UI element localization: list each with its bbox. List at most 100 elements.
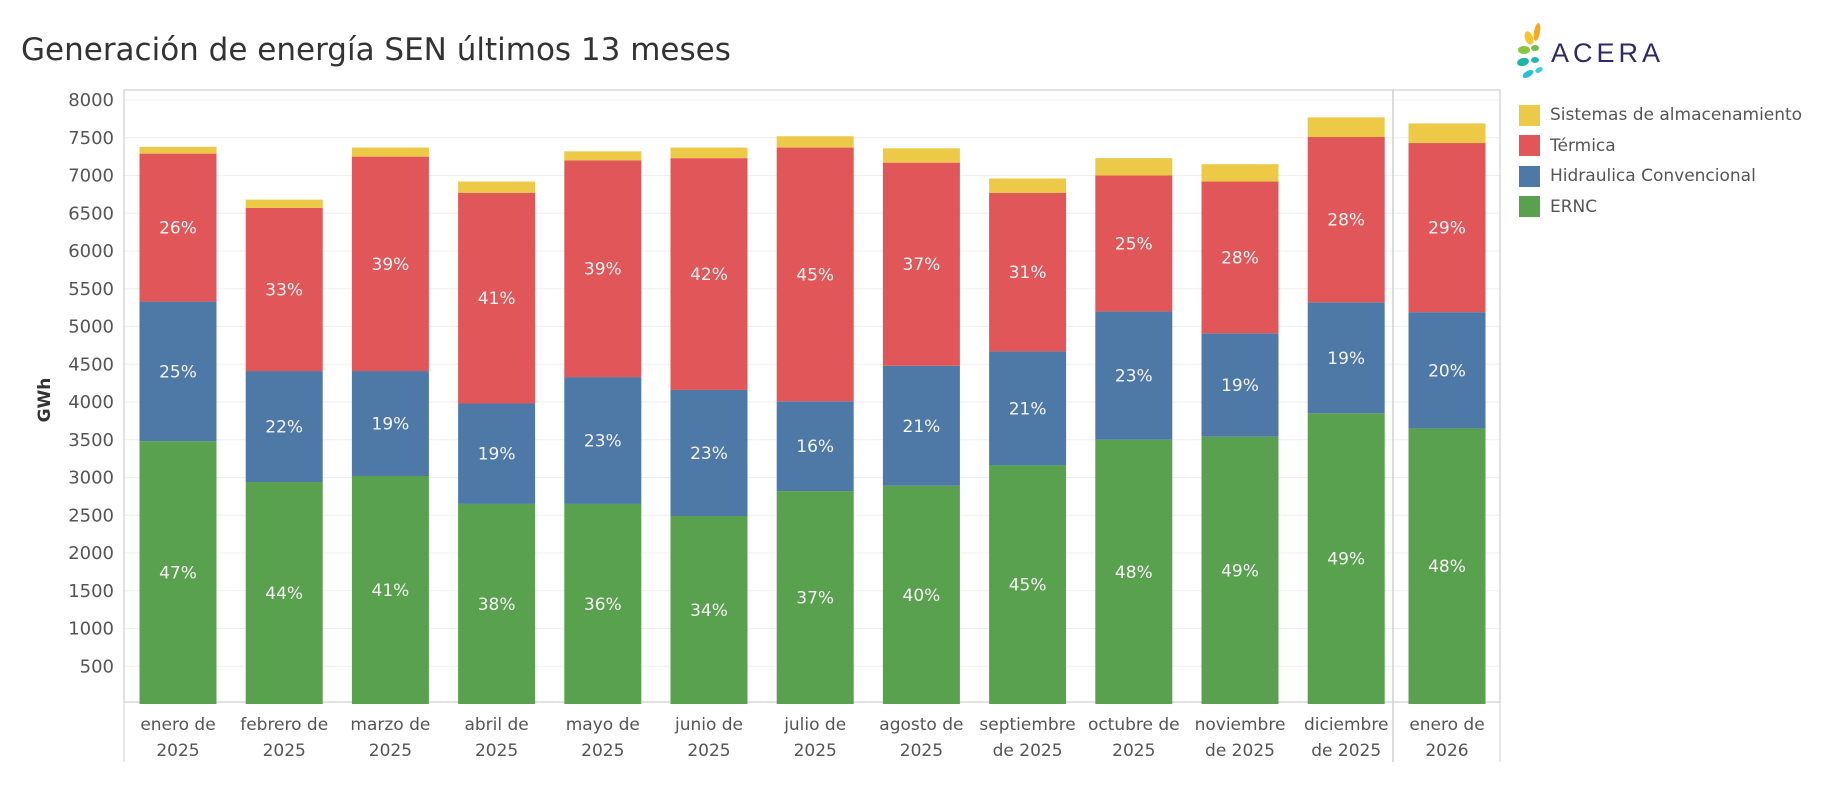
x-tick-label: 2025 [687, 741, 730, 761]
bar-segment-térmica [882, 162, 960, 366]
legend-swatch [1519, 165, 1540, 187]
y-tick-label: 2000 [68, 543, 114, 564]
data-label: 23% [1115, 367, 1153, 387]
x-tick-label: enero de [140, 715, 215, 735]
bar-segment-sistemas-de-almacenamiento [1201, 164, 1279, 182]
y-tick-label: 1000 [68, 619, 114, 640]
y-tick-label: 4000 [68, 392, 114, 413]
bar-segment-sistemas-de-almacenamiento [1307, 117, 1385, 137]
data-label: 48% [1115, 563, 1153, 583]
legend-swatch [1519, 135, 1540, 157]
data-label: 20% [1428, 361, 1466, 381]
legend-label: Hidraulica Convencional [1550, 166, 1756, 187]
bar-segment-hidraulica-convencional [139, 301, 217, 442]
y-tick-label: 7000 [68, 166, 114, 187]
bar-segment-ernc [989, 465, 1067, 704]
data-label: 41% [478, 289, 516, 309]
bar-segment-sistemas-de-almacenamiento [245, 199, 323, 208]
x-tick-label: 2025 [581, 741, 624, 761]
y-tick-label: 8000 [68, 90, 114, 111]
bar-segment-ernc [1408, 428, 1486, 704]
legend-swatch [1519, 104, 1540, 126]
x-tick-label: de 2025 [993, 741, 1063, 761]
bar-segment-térmica [245, 207, 323, 372]
data-label: 28% [1327, 211, 1365, 231]
data-label: 44% [265, 584, 303, 604]
data-label: 42% [690, 265, 728, 285]
bar-segment-hidraulica-convencional [1095, 311, 1173, 440]
x-tick-label: 2025 [263, 741, 306, 761]
bar-segment-ernc [139, 441, 217, 704]
bar-segment-térmica [1307, 136, 1385, 303]
data-label: 21% [1009, 399, 1047, 419]
data-label: 19% [1327, 349, 1365, 369]
data-label: 47% [159, 564, 197, 584]
bar-segment-ernc [776, 491, 854, 704]
bar-segment-ernc [1201, 436, 1279, 704]
bar-segment-térmica [458, 192, 536, 404]
legend-item[interactable]: Sistemas de almacenamiento [1519, 100, 1802, 131]
data-label: 19% [478, 445, 516, 465]
legend-item[interactable]: Hidraulica Convencional [1519, 161, 1802, 192]
x-tick-label: de 2025 [1311, 741, 1381, 761]
bar-segment-térmica [1201, 181, 1279, 334]
bar-segment-térmica [989, 192, 1067, 352]
data-label: 39% [584, 260, 622, 280]
bar-segment-sistemas-de-almacenamiento [139, 146, 217, 154]
x-tick-label: 2026 [1425, 741, 1468, 761]
y-tick-label: 6500 [68, 203, 114, 224]
data-label: 29% [1428, 219, 1466, 239]
x-tick-label: 2025 [794, 741, 837, 761]
bar-segment-ernc [458, 503, 536, 704]
bar-segment-hidraulica-convencional [351, 371, 429, 476]
bar-segment-térmica [670, 158, 748, 390]
data-label: 40% [903, 586, 941, 606]
data-label: 19% [372, 415, 410, 435]
bar-segment-sistemas-de-almacenamiento [776, 136, 854, 148]
data-label: 33% [265, 281, 303, 301]
x-tick-label: abril de [464, 715, 528, 735]
x-tick-label: noviembre [1195, 715, 1286, 735]
y-tick-label: 5000 [68, 317, 114, 338]
x-tick-label: agosto de [879, 715, 963, 735]
bar-segment-térmica [564, 160, 642, 378]
y-tick-label: 4500 [68, 354, 114, 375]
bar-segment-ernc [564, 503, 642, 704]
bar-segment-hidraulica-convencional [776, 401, 854, 492]
legend: Sistemas de almacenamiento Térmica Hidraul… [1519, 100, 1802, 222]
y-axis-title: GWh [35, 378, 55, 423]
data-label: 23% [584, 432, 622, 452]
x-tick-label: julio de [783, 715, 846, 735]
x-tick-label: 2025 [369, 741, 412, 761]
bar-segment-térmica [1408, 143, 1486, 313]
y-tick-label: 7500 [68, 128, 114, 149]
bar-segment-ernc [1095, 439, 1173, 704]
legend-item[interactable]: ERNC [1519, 192, 1802, 223]
bar-segment-térmica [1095, 175, 1173, 312]
acera-logo: ACERA [1517, 23, 1660, 78]
x-tick-label: enero de [1409, 715, 1484, 735]
bar-segment-ernc [670, 516, 748, 704]
legend-label: ERNC [1550, 196, 1598, 217]
x-tick-label: marzo de [350, 715, 430, 735]
legend-swatch [1519, 196, 1540, 218]
data-label: 45% [796, 265, 834, 285]
data-label: 31% [1009, 263, 1047, 283]
bar-segment-hidraulica-convencional [1408, 312, 1486, 429]
x-tick-label: septiembre [979, 715, 1075, 735]
y-tick-label: 6000 [68, 241, 114, 262]
data-label: 25% [1115, 234, 1153, 254]
data-label: 21% [903, 417, 941, 437]
data-label: 38% [478, 595, 516, 615]
legend-label: Térmica [1550, 135, 1616, 156]
y-tick-label: 3500 [68, 430, 114, 451]
data-label: 25% [159, 362, 197, 382]
data-label: 23% [690, 444, 728, 464]
data-label: 19% [1221, 376, 1259, 396]
bar-segment-hidraulica-convencional [882, 365, 960, 486]
x-tick-label: 2025 [156, 741, 199, 761]
y-tick-label: 5500 [68, 279, 114, 300]
legend-item[interactable]: Térmica [1519, 131, 1802, 162]
legend-label: Sistemas de almacenamiento [1550, 105, 1803, 126]
